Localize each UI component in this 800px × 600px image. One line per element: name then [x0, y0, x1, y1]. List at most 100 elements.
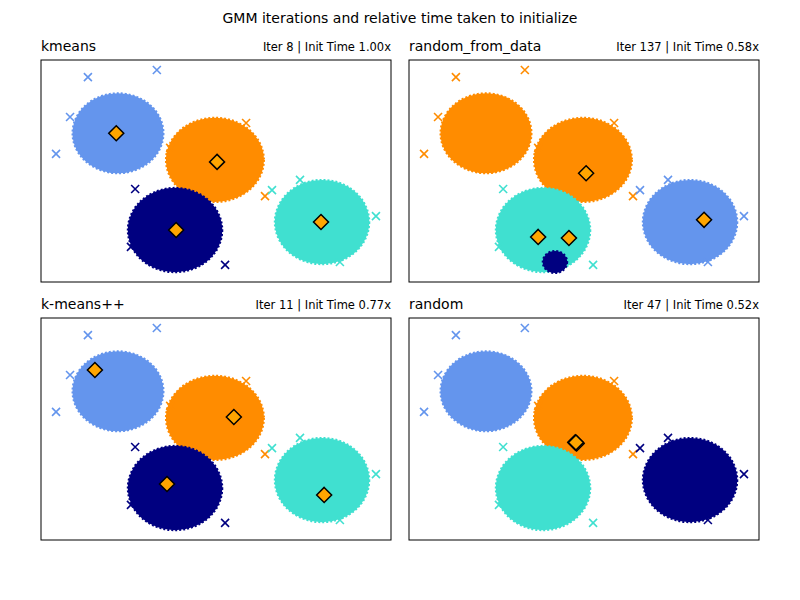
mean-marker — [169, 223, 184, 238]
point — [66, 371, 74, 379]
mean-marker — [109, 126, 124, 141]
point — [589, 261, 597, 269]
point — [420, 150, 428, 158]
point — [495, 243, 503, 251]
point — [153, 66, 161, 74]
point — [372, 212, 380, 220]
mean-marker — [87, 362, 102, 377]
means — [109, 126, 329, 238]
cluster — [52, 324, 163, 431]
cluster-blob — [643, 180, 738, 264]
cluster-blob — [275, 180, 370, 264]
point — [534, 144, 542, 152]
plot-area — [52, 324, 380, 530]
cluster — [127, 185, 229, 272]
mean-marker — [561, 231, 576, 246]
panel: kmeansIter 8 | Init Time 1.00x — [41, 38, 391, 282]
mean-marker — [317, 487, 332, 502]
point — [84, 73, 92, 81]
cluster-blob — [73, 93, 164, 173]
cluster — [636, 434, 748, 524]
plot-frame — [409, 318, 759, 540]
point — [434, 113, 442, 121]
point — [704, 516, 712, 524]
point — [610, 377, 618, 385]
point — [153, 324, 161, 332]
point — [589, 519, 597, 527]
point — [66, 113, 74, 121]
point — [242, 119, 250, 127]
point — [127, 243, 135, 251]
cluster-blob — [441, 93, 532, 173]
mean-marker — [568, 435, 583, 450]
point — [740, 470, 748, 478]
cluster-blob — [128, 446, 223, 530]
point — [664, 434, 672, 442]
cluster-blob — [496, 446, 591, 530]
cluster — [636, 176, 748, 266]
panel: random_from_data Iter 137 | Init Time 0.5… — [409, 38, 759, 282]
cluster — [268, 434, 380, 524]
point — [131, 443, 139, 451]
cluster — [495, 443, 597, 530]
panel-title: kmeans — [41, 38, 96, 54]
point — [52, 150, 60, 158]
point — [521, 324, 529, 332]
cluster-blob — [643, 438, 738, 522]
point — [268, 444, 276, 452]
cluster — [543, 251, 568, 273]
cluster — [127, 443, 229, 530]
cluster-blob — [441, 351, 532, 431]
point — [499, 443, 507, 451]
mean-marker — [579, 166, 594, 181]
point — [242, 377, 250, 385]
point — [372, 470, 380, 478]
mean-marker — [314, 215, 329, 230]
mean-marker — [531, 229, 546, 244]
plot-frame — [41, 60, 391, 282]
point — [664, 176, 672, 184]
point — [296, 434, 304, 442]
point — [166, 402, 174, 410]
panel-subtitle: Iter 137 | Init Time 0.58x — [616, 40, 759, 54]
cluster-blob — [128, 188, 223, 272]
point — [499, 185, 507, 193]
panel-subtitle: Iter 47 | Init Time 0.52x — [624, 298, 760, 312]
background — [0, 0, 800, 600]
point — [534, 402, 542, 410]
means — [87, 362, 331, 502]
point — [221, 261, 229, 269]
point — [127, 501, 135, 509]
point — [704, 258, 712, 266]
point — [452, 331, 460, 339]
cluster-blob — [275, 438, 370, 522]
cluster-blob — [543, 251, 568, 273]
panel: k-means++Iter 11 | Init Time 0.77x — [41, 296, 391, 540]
point — [336, 258, 344, 266]
mean-marker — [210, 154, 225, 169]
point — [166, 144, 174, 152]
cluster — [268, 176, 380, 266]
plot-area — [420, 66, 748, 273]
point — [296, 176, 304, 184]
mean-marker — [568, 435, 583, 450]
cluster-blob — [73, 351, 164, 431]
mean-marker — [160, 477, 175, 492]
chart-svg: GMM iterations and relative time taken t… — [0, 0, 800, 600]
figure-title: GMM iterations and relative time taken t… — [223, 10, 578, 26]
figure: GMM iterations and relative time taken t… — [0, 0, 800, 600]
point — [84, 331, 92, 339]
panel-title: random_from_data — [409, 38, 541, 54]
panel-subtitle: Iter 11 | Init Time 0.77x — [256, 298, 392, 312]
cluster — [52, 66, 163, 173]
plot-frame — [409, 60, 759, 282]
plot-frame — [41, 318, 391, 540]
mean-marker — [569, 436, 584, 451]
point — [221, 519, 229, 527]
point — [495, 501, 503, 509]
point — [131, 185, 139, 193]
cluster — [420, 66, 531, 173]
mean-marker — [697, 212, 712, 227]
panel-title: random — [409, 296, 463, 312]
cluster — [495, 185, 597, 272]
